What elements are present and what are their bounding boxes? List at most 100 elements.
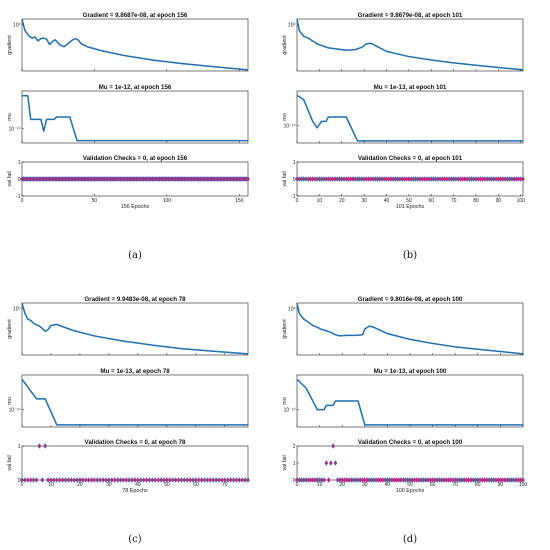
mu-series-line bbox=[296, 378, 523, 426]
panel-caption: (a) bbox=[128, 250, 142, 261]
val-title: Validation Checks = 0, at epoch 101 bbox=[358, 155, 463, 162]
val-point-raised bbox=[324, 460, 329, 466]
gradient-axes-frame bbox=[21, 302, 249, 356]
subplot-val: Validation Checks = 0, at epoch 78 val fa… bbox=[7, 439, 250, 494]
val-point bbox=[95, 477, 100, 483]
gradient-ylabel: gradient bbox=[282, 319, 288, 339]
val-xtick-label: 70 bbox=[222, 482, 228, 488]
val-xtick-label: 40 bbox=[384, 198, 390, 204]
val-point bbox=[109, 477, 114, 483]
val-point bbox=[176, 477, 181, 483]
mu-series-line bbox=[296, 94, 523, 142]
val-point bbox=[31, 477, 36, 483]
val-title: Validation Checks = 0, at epoch 78 bbox=[85, 439, 186, 446]
val-point bbox=[220, 477, 224, 483]
val-point bbox=[234, 477, 239, 483]
val-xtick-label: 60 bbox=[428, 198, 434, 204]
gradient-axes-frame bbox=[296, 302, 524, 356]
gradient-series-line bbox=[296, 18, 524, 71]
mu-ytick-label: 10⁻¹⁰ bbox=[284, 123, 296, 129]
val-point bbox=[133, 477, 137, 483]
val-point bbox=[63, 477, 68, 483]
val-xtick-label: 0 bbox=[296, 482, 299, 488]
mu-ytick-label: 10⁻¹⁰ bbox=[9, 407, 21, 413]
subplot-mu: Mu = 1e-13, at epoch 101 mu 10⁻¹⁰ bbox=[282, 84, 524, 144]
val-point bbox=[107, 477, 111, 483]
val-ytick-label: -1 bbox=[291, 194, 296, 200]
val-point bbox=[228, 477, 233, 483]
val-point bbox=[112, 477, 117, 483]
subplot-gradient: Gradient = 9.8687e-08, at epoch 156 gradi… bbox=[7, 12, 249, 72]
gradient-series-line bbox=[21, 18, 249, 71]
val-point bbox=[191, 477, 195, 483]
val-point-raised bbox=[333, 460, 338, 466]
val-point bbox=[80, 477, 85, 483]
mu-axes-frame bbox=[21, 90, 249, 144]
subplot-mu: Mu = 1e-12, at epoch 156 mu 10⁻¹⁰ bbox=[7, 84, 249, 144]
subplot-gradient: Gradient = 9.8679e-08, at epoch 101 gradi… bbox=[282, 12, 524, 72]
val-point bbox=[89, 477, 94, 483]
val-point-raised bbox=[37, 443, 42, 449]
mu-ytick-label: 10⁻¹⁰ bbox=[284, 407, 296, 413]
val-point-raised bbox=[43, 443, 48, 449]
val-xtick-label: 10 bbox=[48, 482, 54, 488]
val-xtick-label: 70 bbox=[452, 482, 458, 488]
val-axes-frame bbox=[21, 445, 249, 481]
val-point bbox=[231, 477, 236, 483]
val-point bbox=[193, 477, 198, 483]
gradient-title: Gradient = 9.8679e-08, at epoch 101 bbox=[358, 12, 463, 19]
val-xtick-label: 0 bbox=[21, 198, 24, 204]
mu-ylabel: mu bbox=[282, 113, 288, 121]
mu-title: Mu = 1e-13, at epoch 100 bbox=[374, 368, 447, 375]
val-point bbox=[188, 477, 192, 483]
val-point bbox=[202, 477, 207, 483]
panel-c: Gradient = 9.9483e-08, at epoch 78 gradie… bbox=[7, 296, 250, 545]
val-point bbox=[222, 477, 227, 483]
mu-ylabel: mu bbox=[282, 397, 288, 405]
val-point bbox=[51, 477, 56, 483]
val-xtick-label: 80 bbox=[475, 482, 481, 488]
val-point bbox=[86, 477, 91, 483]
val-point bbox=[326, 477, 331, 483]
panel-caption: (d) bbox=[403, 534, 417, 545]
val-point bbox=[25, 477, 30, 483]
val-point bbox=[104, 477, 108, 483]
val-point bbox=[135, 477, 140, 483]
val-markers bbox=[20, 443, 250, 483]
val-markers bbox=[295, 443, 525, 483]
val-ytick-label: 0 bbox=[293, 177, 296, 183]
epochs-label: 78 Epochs bbox=[122, 488, 148, 494]
val-title: Validation Checks = 0, at epoch 100 bbox=[358, 439, 463, 446]
val-point bbox=[127, 477, 132, 483]
val-xtick-label: 20 bbox=[77, 482, 83, 488]
val-point bbox=[199, 477, 204, 483]
gradient-axes-frame bbox=[296, 18, 524, 72]
val-xtick-label: 30 bbox=[362, 482, 368, 488]
gradient-title: Gradient = 9.8687e-08, at epoch 156 bbox=[83, 12, 188, 19]
val-point bbox=[40, 477, 45, 483]
val-xtick-label: 80 bbox=[473, 198, 479, 204]
gradient-ytick-label: 10⁰ bbox=[288, 307, 296, 313]
val-point bbox=[78, 477, 82, 483]
val-point bbox=[164, 477, 169, 483]
val-point bbox=[225, 477, 230, 483]
val-xtick-label: 20 bbox=[339, 198, 345, 204]
val-xtick-label: 50 bbox=[407, 482, 413, 488]
val-point bbox=[130, 477, 135, 483]
val-xtick-label: 100 bbox=[517, 198, 526, 204]
mu-axes-frame bbox=[296, 374, 524, 428]
val-ylabel: val fail bbox=[282, 171, 288, 186]
val-ylabel: val fail bbox=[7, 171, 13, 186]
val-xtick-label: 40 bbox=[385, 482, 391, 488]
val-point bbox=[124, 477, 129, 483]
mu-ylabel: mu bbox=[7, 113, 13, 121]
val-xtick-label: 30 bbox=[106, 482, 112, 488]
val-point bbox=[185, 477, 190, 483]
mu-title: Mu = 1e-13, at epoch 101 bbox=[374, 84, 447, 91]
val-point bbox=[167, 477, 172, 483]
val-xtick-label: 10 bbox=[317, 198, 323, 204]
val-point bbox=[240, 477, 245, 483]
gradient-title: Gradient = 9.8016e-08, at epoch 100 bbox=[358, 296, 463, 303]
val-point bbox=[49, 477, 53, 483]
